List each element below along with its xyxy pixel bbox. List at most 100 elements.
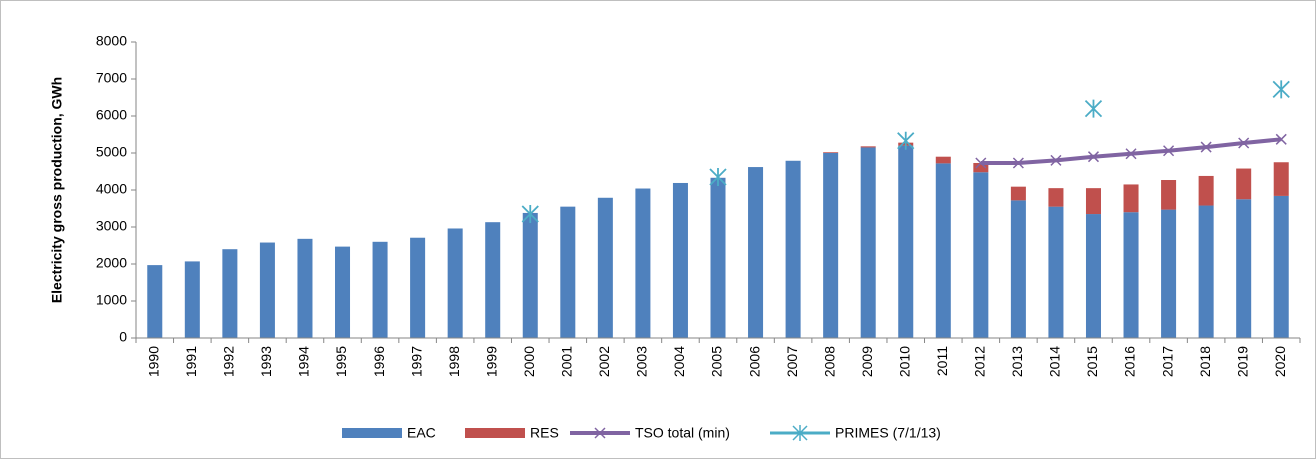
y-axis-title: Electricity gross production, GWh (49, 77, 65, 303)
tso-marker (1200, 141, 1212, 153)
bar (860, 146, 876, 148)
bar (973, 172, 989, 338)
bar (973, 162, 989, 173)
legend-label: PRIMES (7/1/13) (835, 425, 941, 441)
bar (935, 163, 951, 338)
x-tick-label: 2001 (559, 346, 575, 377)
y-tick-label: 0 (119, 329, 127, 345)
bar (1236, 199, 1252, 338)
x-tick-label: 1998 (446, 346, 462, 377)
primes-marker (521, 205, 539, 224)
tso-marker (1163, 145, 1175, 157)
x-tick-label: 2018 (1197, 346, 1213, 377)
x-tick-label: 1993 (258, 346, 274, 377)
x-tick-label: 2007 (784, 346, 800, 377)
x-tick-label: 2011 (934, 346, 950, 376)
y-tick-label: 1000 (96, 292, 127, 308)
primes-marker (709, 168, 727, 187)
primes-marker (1084, 99, 1103, 118)
y-tick-label: 4000 (96, 181, 127, 197)
bar (335, 246, 351, 338)
bar (372, 241, 388, 338)
x-tick-label: 2017 (1159, 346, 1175, 377)
x-tick-label: 1991 (183, 346, 199, 377)
y-tick-label: 5000 (96, 144, 127, 160)
x-tick-label: 1999 (483, 346, 499, 377)
tso-marker (1087, 151, 1100, 163)
x-tick-label: 2008 (821, 346, 837, 377)
x-tick-label: 1996 (371, 346, 387, 377)
bar (1123, 212, 1139, 338)
primes-marker (897, 131, 915, 150)
bar (259, 242, 275, 338)
bar (222, 249, 238, 338)
tso-marker (1012, 157, 1024, 169)
x-tick-label: 1995 (333, 346, 349, 377)
y-tick-label: 8000 (96, 33, 127, 49)
bar (710, 177, 726, 338)
x-tick-label: 1990 (145, 346, 161, 377)
x-tick-label: 2014 (1047, 346, 1063, 377)
bar (748, 167, 764, 338)
bar (147, 265, 163, 338)
y-tick-label: 6000 (96, 107, 127, 123)
primes-marker (1272, 80, 1290, 99)
bar (1198, 205, 1214, 338)
bar (1273, 195, 1289, 338)
tso-marker (1275, 133, 1287, 145)
x-tick-label: 2020 (1272, 346, 1288, 377)
x-tick-label: 2006 (746, 346, 762, 377)
bar (1010, 200, 1026, 338)
legend-marker (792, 425, 808, 441)
x-tick-label: 2003 (634, 346, 650, 377)
x-tick-label: 2009 (859, 346, 875, 377)
x-tick-label: 2010 (896, 346, 912, 377)
bar (1048, 188, 1064, 207)
bar (447, 228, 463, 338)
bar (1161, 180, 1177, 210)
bar (485, 222, 501, 338)
bar (860, 147, 876, 338)
bar (935, 156, 951, 164)
bar (1161, 209, 1177, 338)
bar (898, 145, 914, 338)
y-tick-label: 2000 (96, 255, 127, 271)
legend-label: TSO total (min) (635, 425, 730, 441)
x-tick-label: 2012 (972, 346, 988, 377)
bar (1085, 214, 1101, 338)
x-tick-label: 2002 (596, 346, 612, 377)
bar (297, 238, 313, 338)
bar (597, 197, 613, 338)
tso-marker (1125, 148, 1137, 160)
x-tick-label: 2000 (521, 346, 537, 377)
bar (823, 153, 839, 338)
x-tick-label: 2016 (1122, 346, 1138, 377)
legend-label: EAC (407, 425, 436, 441)
x-tick-label: 2005 (709, 346, 725, 377)
legend-swatch (342, 428, 402, 438)
bar (1123, 184, 1139, 213)
tso-marker (1050, 154, 1062, 166)
x-tick-label: 1997 (408, 346, 424, 377)
bar (1010, 186, 1026, 201)
x-tick-label: 1994 (296, 346, 312, 377)
y-tick-label: 3000 (96, 218, 127, 234)
bar (1085, 188, 1101, 215)
x-tick-label: 2013 (1009, 346, 1025, 377)
bar (823, 152, 839, 153)
bar (1273, 162, 1289, 196)
bar (410, 237, 426, 338)
bar (672, 182, 688, 338)
bar (560, 206, 576, 338)
bar (1048, 206, 1064, 338)
bar (522, 212, 538, 338)
y-tick-label: 7000 (96, 70, 127, 86)
bar (1198, 175, 1214, 206)
bar (635, 188, 651, 338)
legend-swatch (465, 428, 525, 438)
x-tick-label: 2004 (671, 346, 687, 377)
bar (184, 261, 200, 338)
legend-label: RES (530, 425, 559, 441)
